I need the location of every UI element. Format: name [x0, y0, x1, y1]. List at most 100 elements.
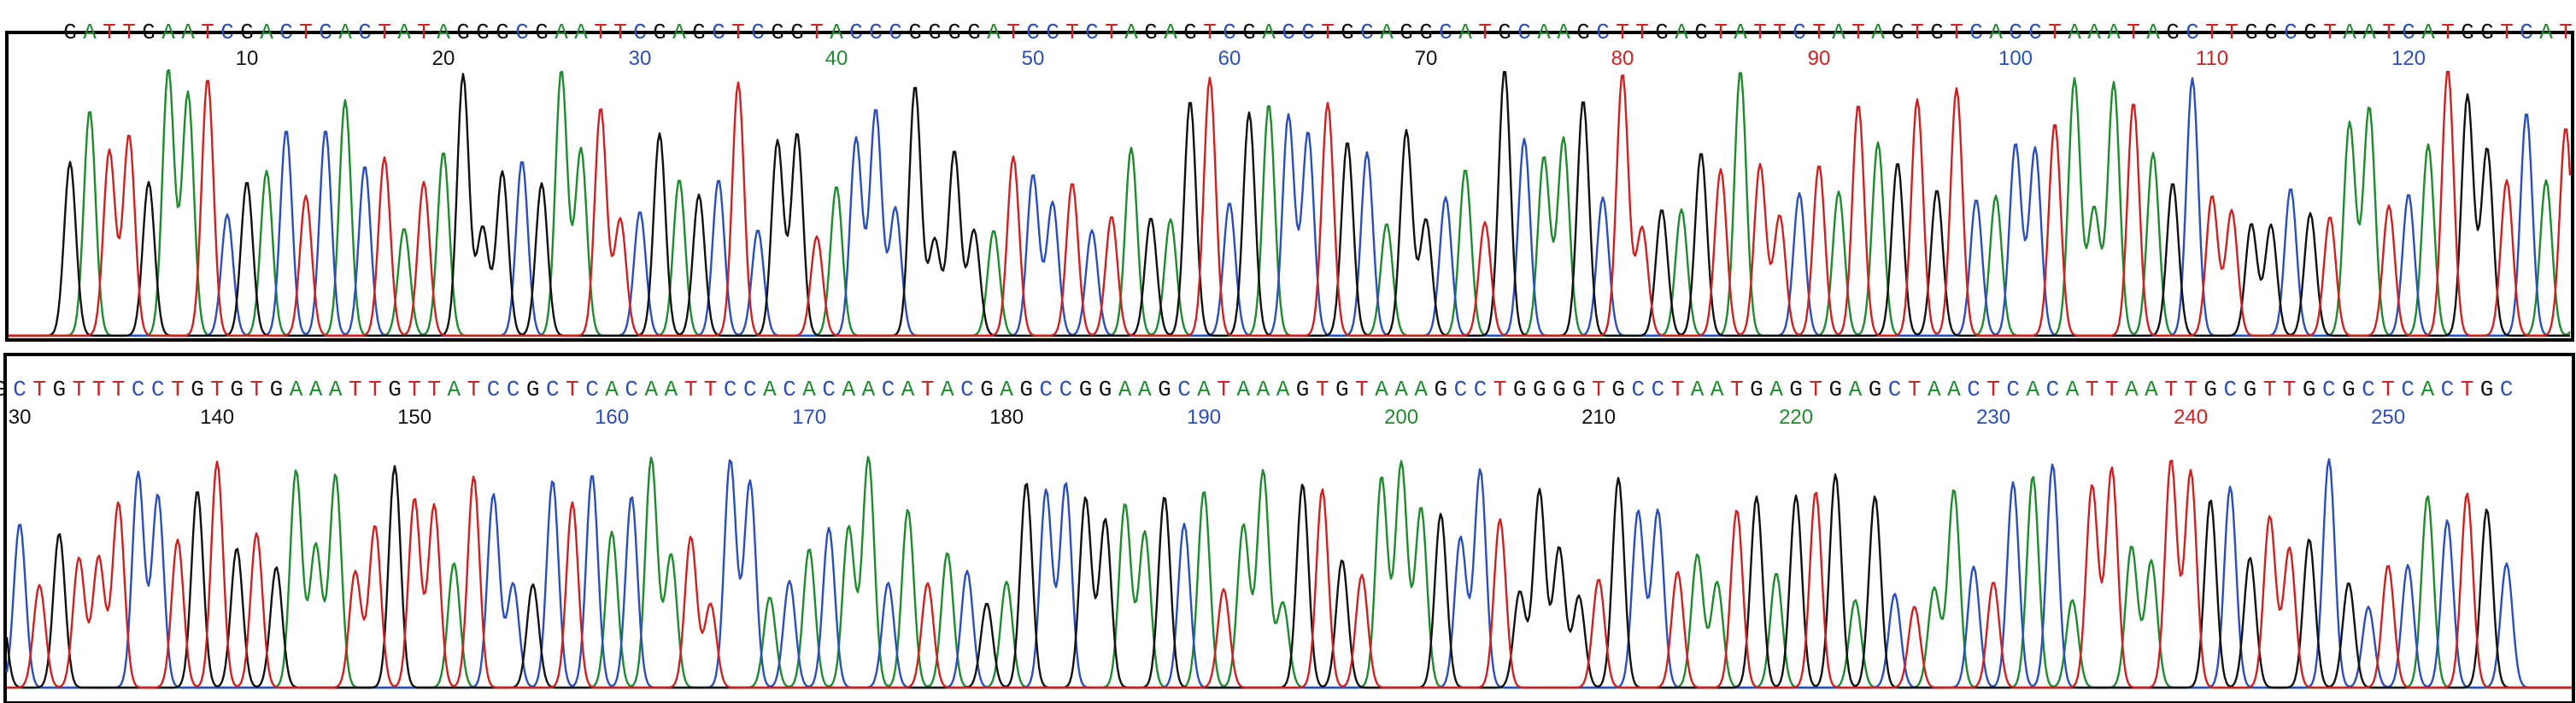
- thymine-trace: [9, 70, 2572, 337]
- base-call-cytosine: C: [1631, 377, 1645, 402]
- base-call-adenine: A: [2145, 377, 2158, 402]
- position-label: 90: [1808, 47, 1831, 70]
- base-call-adenine: A: [605, 377, 619, 402]
- base-call-guanine: G: [1242, 20, 1256, 45]
- base-call-adenine: A: [672, 20, 686, 45]
- base-call-guanine: G: [52, 377, 66, 402]
- base-call-guanine: G: [980, 377, 994, 402]
- base-call-adenine: A: [1675, 20, 1688, 45]
- position-label: 100: [1998, 47, 2033, 70]
- base-call-guanine: G: [1869, 377, 1882, 402]
- base-call-cytosine: C: [2046, 377, 2060, 402]
- base-call-cytosine: C: [889, 20, 902, 45]
- base-call-guanine: G: [2244, 20, 2258, 45]
- base-call-adenine: A: [290, 377, 303, 402]
- base-call-adenine: A: [2421, 20, 2435, 45]
- base-call-cytosine: C: [960, 377, 974, 402]
- base-call-cytosine: C: [625, 377, 638, 402]
- position-label: 80: [1611, 47, 1634, 70]
- base-call-thymine: T: [1217, 377, 1230, 402]
- base-call-adenine: A: [309, 377, 323, 402]
- base-call-cytosine: C: [1652, 377, 1665, 402]
- base-call-adenine: A: [1394, 377, 1408, 402]
- base-call-cytosine: C: [2028, 20, 2042, 45]
- base-call-adenine: A: [181, 20, 195, 45]
- base-call-cytosine: C: [751, 20, 765, 45]
- base-call-adenine: A: [1236, 377, 1250, 402]
- base-call-thymine: T: [2323, 20, 2337, 45]
- base-call-cytosine: C: [1301, 20, 1315, 45]
- position-label: 140: [200, 406, 234, 429]
- base-call-guanine: G: [1079, 377, 1093, 402]
- base-call-guanine: G: [1930, 20, 1944, 45]
- base-call-guanine: G: [1513, 377, 1527, 402]
- base-call-cytosine: C: [546, 377, 560, 402]
- base-call-cytosine: C: [849, 20, 863, 45]
- base-call-cytosine: C: [279, 20, 293, 45]
- base-call-thymine: T: [1616, 20, 1629, 45]
- base-call-cytosine: C: [1026, 20, 1040, 45]
- base-call-adenine: A: [574, 20, 588, 45]
- position-label: 170: [792, 406, 826, 429]
- base-call-adenine: A: [2066, 377, 2080, 402]
- base-call-guanine: G: [2480, 20, 2494, 45]
- base-call-cytosine: C: [783, 377, 796, 402]
- base-call-adenine: A: [1276, 377, 1290, 402]
- base-call-thymine: T: [427, 377, 441, 402]
- position-label: 20: [432, 47, 455, 70]
- base-call-thymine: T: [684, 377, 698, 402]
- panel-frame: [3, 353, 2575, 703]
- base-call-thymine: T: [2263, 377, 2277, 402]
- base-call-guanine: G: [790, 20, 804, 45]
- base-call-cytosine: C: [1969, 20, 1983, 45]
- base-call-thymine: T: [112, 377, 126, 402]
- base-call-adenine: A: [1262, 20, 1276, 45]
- base-call-guanine: G: [2166, 20, 2180, 45]
- base-call-cytosine: C: [151, 377, 165, 402]
- base-call-cytosine: C: [2441, 377, 2455, 402]
- base-call-guanine: G: [1498, 20, 1511, 45]
- base-call-guanine: G: [230, 377, 244, 402]
- base-call-guanine: G: [1341, 20, 1354, 45]
- position-label: 110: [2196, 47, 2228, 70]
- base-call-thymine: T: [299, 20, 313, 45]
- base-call-adenine: A: [1118, 377, 1132, 402]
- position-label: 30: [9, 406, 32, 429]
- base-call-guanine: G: [1419, 20, 1433, 45]
- position-label: 220: [1779, 406, 1813, 429]
- base-call-adenine: A: [1458, 20, 1472, 45]
- base-call-adenine: A: [2146, 20, 2160, 45]
- base-call-cytosine: C: [507, 377, 520, 402]
- base-call-guanine: G: [1572, 377, 1586, 402]
- base-call-guanine: G: [771, 20, 784, 45]
- base-call-adenine: A: [763, 377, 777, 402]
- base-call-adenine: A: [941, 377, 954, 402]
- base-call-guanine: G: [1296, 377, 1310, 402]
- base-call-adenine: A: [437, 20, 450, 45]
- base-call-adenine: A: [2068, 20, 2081, 45]
- base-call-adenine: A: [83, 20, 97, 45]
- base-call-thymine: T: [1950, 20, 1963, 45]
- base-call-guanine: G: [908, 20, 922, 45]
- base-call-cytosine: C: [1474, 377, 1488, 402]
- base-call-adenine: A: [397, 20, 411, 45]
- base-call-guanine: G: [1099, 377, 1112, 402]
- base-call-adenine: A: [260, 20, 273, 45]
- base-call-thymine: T: [704, 377, 718, 402]
- base-call-guanine: G: [142, 20, 155, 45]
- base-call-adenine: A: [1691, 377, 1705, 402]
- base-call-thymine: T: [1812, 20, 1826, 45]
- base-call-thymine: T: [1355, 377, 1369, 402]
- position-label: 160: [595, 406, 629, 429]
- base-call-adenine: A: [1734, 20, 1747, 45]
- base-call-thymine: T: [731, 20, 745, 45]
- base-call-guanine: G: [1750, 377, 1763, 402]
- position-label: 190: [1187, 406, 1221, 429]
- base-call-cytosine: C: [724, 377, 737, 402]
- position-label: 230: [1976, 406, 2010, 429]
- base-call-adenine: A: [1000, 377, 1013, 402]
- base-call-thymine: T: [349, 377, 362, 402]
- chromatogram-panel-bottom: GCTGTTTCCTGTGTGAAATTGTTATCCGCTCACAATTCCA…: [0, 353, 2575, 703]
- base-call-cytosine: C: [1439, 20, 1452, 45]
